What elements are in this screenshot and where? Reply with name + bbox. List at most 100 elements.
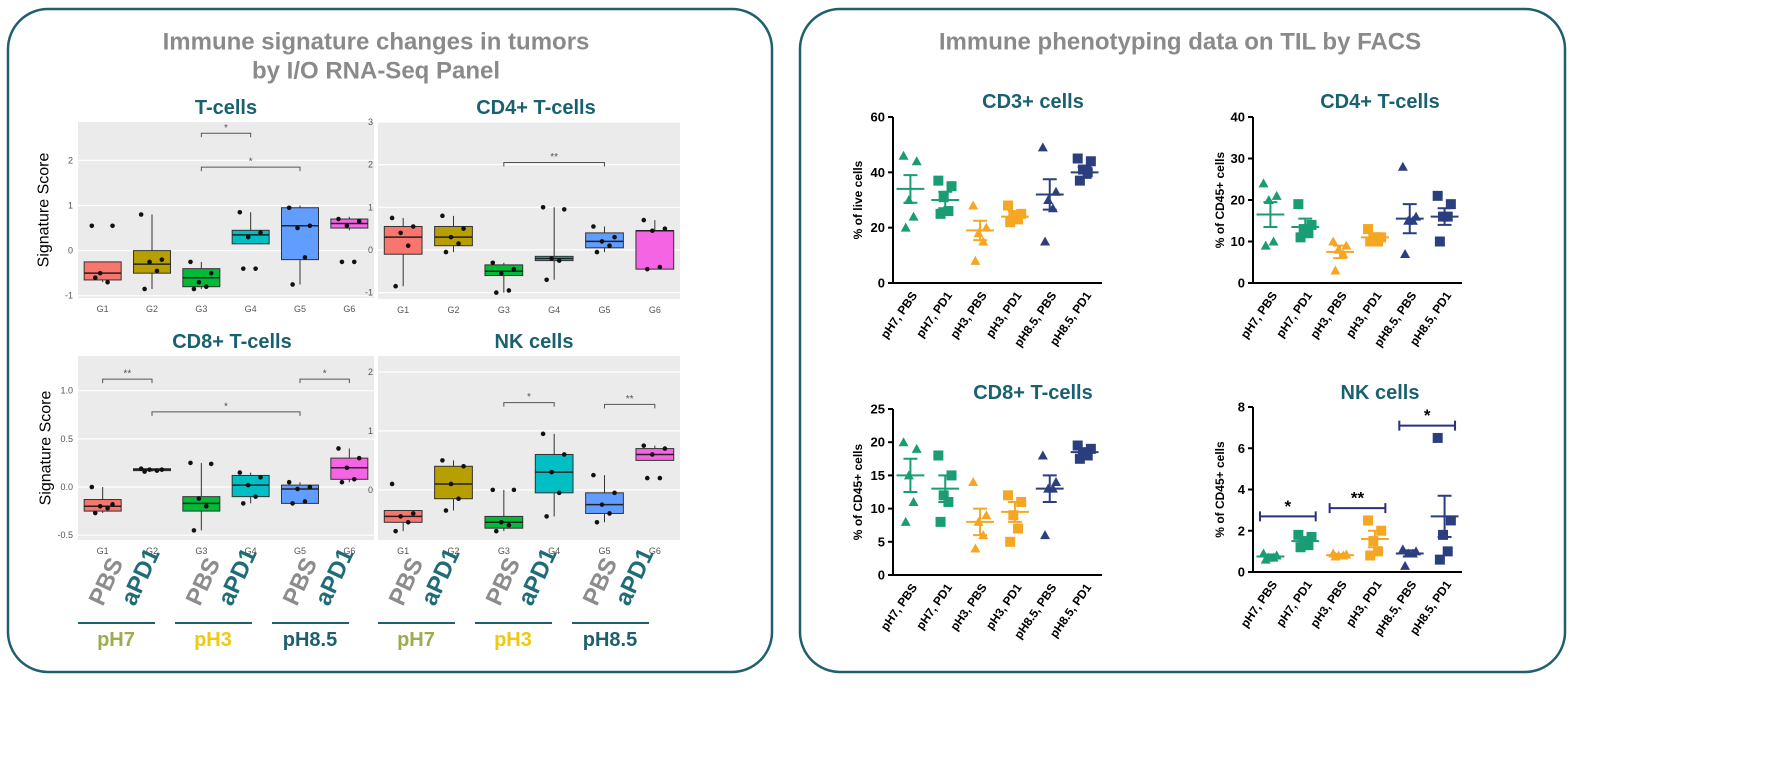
marker xyxy=(981,510,992,520)
box xyxy=(585,232,624,249)
point xyxy=(443,249,449,255)
box xyxy=(133,250,171,274)
x-tick-label: G2 xyxy=(146,546,158,556)
y-tick-label: 0.0 xyxy=(60,482,73,492)
ph-label: pH7 xyxy=(97,629,135,651)
point xyxy=(544,277,549,283)
marker xyxy=(1434,554,1445,565)
marker xyxy=(1293,199,1304,210)
point xyxy=(650,452,655,457)
box xyxy=(330,457,369,480)
marker xyxy=(1074,453,1085,464)
significance-label: ** xyxy=(123,369,131,380)
y-tick-label: 6 xyxy=(1238,441,1245,456)
marker xyxy=(1432,190,1443,201)
marker xyxy=(1037,142,1048,152)
point xyxy=(389,215,395,221)
marker xyxy=(1328,236,1339,246)
marker xyxy=(898,150,909,160)
point xyxy=(237,209,243,215)
marker xyxy=(933,175,944,186)
point xyxy=(456,241,461,246)
marker xyxy=(970,255,981,265)
chart-title: CD8+ T-cells xyxy=(172,331,292,353)
x-tick-label: G5 xyxy=(598,546,610,556)
point xyxy=(290,501,295,506)
point xyxy=(191,286,197,292)
point xyxy=(599,502,605,507)
point xyxy=(612,490,617,496)
marker xyxy=(1051,477,1062,487)
point xyxy=(253,494,258,499)
point xyxy=(356,455,362,461)
point xyxy=(599,239,605,244)
significance-bracket xyxy=(503,162,605,167)
point xyxy=(607,243,612,248)
x-tick-label: G5 xyxy=(598,305,610,315)
box xyxy=(434,225,473,247)
point xyxy=(448,234,454,240)
point xyxy=(398,230,403,236)
marker xyxy=(981,222,992,232)
point xyxy=(549,256,554,261)
y-tick-label: 40 xyxy=(1231,110,1245,125)
y-tick-label: 2 xyxy=(68,155,73,165)
y-tick-label: 3 xyxy=(368,117,373,127)
x-tick-label: G6 xyxy=(343,304,355,314)
left-panel xyxy=(6,7,774,674)
point xyxy=(490,487,496,493)
point xyxy=(549,469,554,475)
point xyxy=(147,259,152,265)
point xyxy=(302,499,308,504)
marker xyxy=(1258,178,1269,188)
panel-title: Immune phenotyping data on TIL by FACS xyxy=(939,29,1421,56)
y-tick-label: 20 xyxy=(871,220,885,235)
point xyxy=(405,243,411,248)
point xyxy=(97,503,103,509)
point xyxy=(493,528,499,534)
marker xyxy=(1003,200,1014,211)
point xyxy=(410,511,416,516)
point xyxy=(105,279,110,285)
point xyxy=(339,479,345,485)
marker xyxy=(1445,515,1456,526)
box xyxy=(281,207,319,261)
point xyxy=(97,270,103,276)
marker xyxy=(1003,490,1014,501)
point xyxy=(92,510,98,516)
box xyxy=(231,229,270,245)
point xyxy=(461,226,466,231)
chart-title: NK cells xyxy=(495,331,574,353)
plot-background xyxy=(378,356,680,540)
point xyxy=(556,490,562,496)
point xyxy=(208,461,214,467)
point xyxy=(607,511,612,516)
point xyxy=(307,484,313,490)
point xyxy=(154,468,160,473)
point xyxy=(188,259,193,265)
y-tick-label: 30 xyxy=(1231,151,1245,166)
marker xyxy=(911,156,922,166)
x-tick-label: G2 xyxy=(447,305,459,315)
point xyxy=(196,279,202,285)
marker xyxy=(946,181,957,192)
y-tick-label: 20 xyxy=(1231,193,1245,208)
y-tick-label: 1.0 xyxy=(60,386,73,396)
chart-title: CD4+ T-cells xyxy=(1320,91,1440,113)
plot-background xyxy=(78,122,374,298)
plot-background xyxy=(378,122,680,299)
point xyxy=(351,477,357,482)
y-tick-label: 0 xyxy=(1238,565,1245,580)
point xyxy=(336,446,341,451)
point xyxy=(339,259,345,265)
point xyxy=(591,224,596,229)
marker xyxy=(938,490,949,501)
point xyxy=(440,213,445,219)
point xyxy=(612,234,617,240)
y-tick-label: 0 xyxy=(878,568,885,583)
chart-title: CD4+ T-cells xyxy=(476,97,596,119)
x-tick-label: G4 xyxy=(548,546,560,556)
chart-title: CD3+ cells xyxy=(982,91,1084,113)
point xyxy=(258,230,263,235)
point xyxy=(245,234,251,240)
